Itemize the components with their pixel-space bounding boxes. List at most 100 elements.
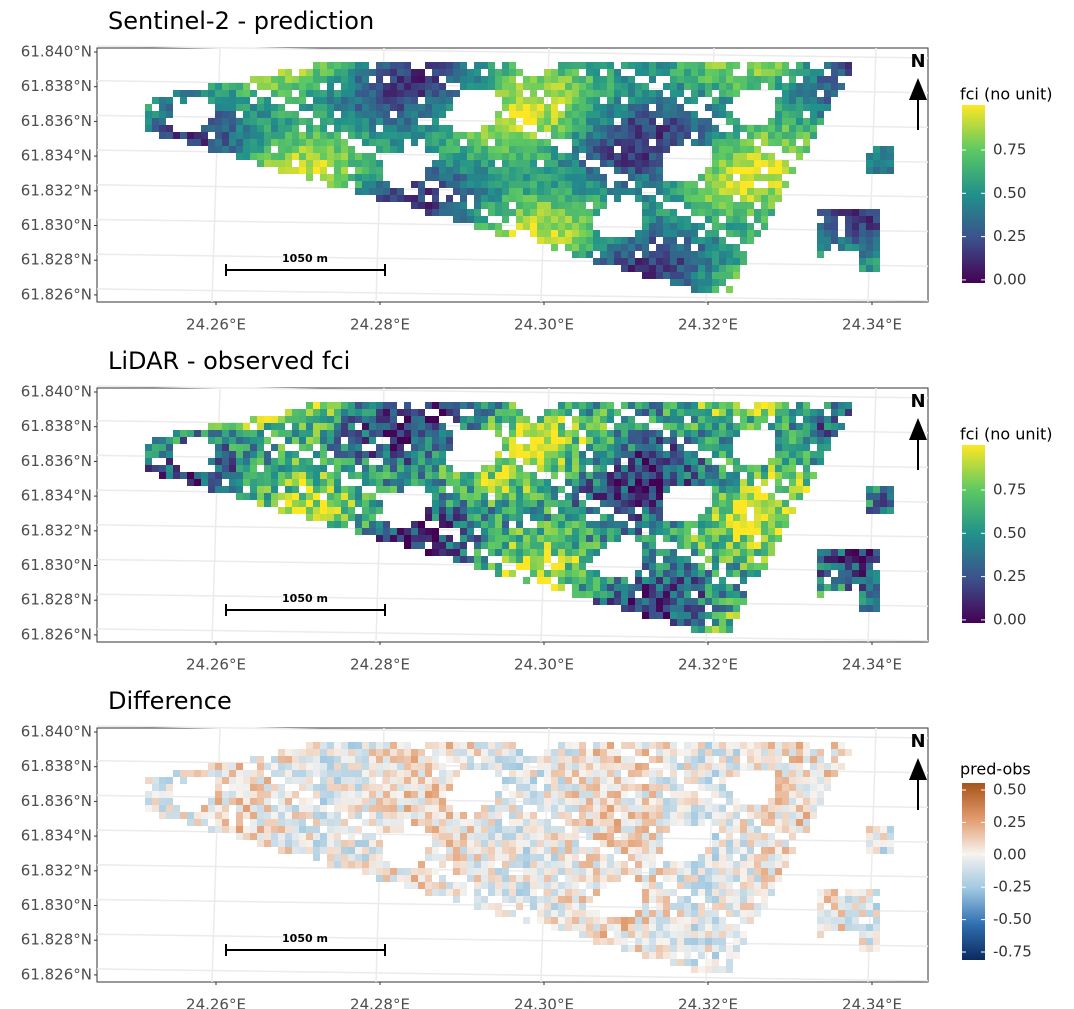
raster-cell <box>754 83 761 90</box>
raster-cell <box>726 160 733 167</box>
raster-cell <box>236 132 243 139</box>
raster-cell <box>313 840 320 847</box>
raster-cell <box>544 570 551 577</box>
raster-cell <box>523 167 530 174</box>
raster-cell <box>705 209 712 216</box>
raster-cell <box>551 181 558 188</box>
raster-cell <box>670 430 677 437</box>
raster-cell <box>817 784 824 791</box>
raster-cell <box>824 104 831 111</box>
raster-cell <box>698 861 705 868</box>
raster-cell <box>509 570 516 577</box>
raster-cell <box>481 83 488 90</box>
raster-cell <box>355 118 362 125</box>
raster-cell <box>726 258 733 265</box>
raster-cell <box>621 500 628 507</box>
raster-cell <box>502 409 509 416</box>
raster-cell <box>684 798 691 805</box>
raster-cell <box>460 521 467 528</box>
raster-cell <box>733 868 740 875</box>
raster-cell <box>355 777 362 784</box>
raster-cell <box>243 153 250 160</box>
raster-cell <box>733 118 740 125</box>
raster-cell <box>586 784 593 791</box>
raster-cell <box>558 90 565 97</box>
raster-cell <box>453 472 460 479</box>
raster-cell <box>390 402 397 409</box>
raster-cell <box>607 742 614 749</box>
raster-cell <box>446 749 453 756</box>
raster-cell <box>292 451 299 458</box>
raster-cell <box>726 763 733 770</box>
raster-cell <box>320 777 327 784</box>
raster-cell <box>726 479 733 486</box>
raster-cell <box>502 437 509 444</box>
raster-cell <box>369 812 376 819</box>
raster-cell <box>432 90 439 97</box>
raster-cell <box>663 812 670 819</box>
raster-cell <box>845 570 852 577</box>
raster-cell <box>663 188 670 195</box>
raster-cell <box>173 812 180 819</box>
raster-cell <box>726 500 733 507</box>
raster-cell <box>719 209 726 216</box>
raster-cell <box>712 868 719 875</box>
raster-cell <box>194 139 201 146</box>
raster-cell <box>558 416 565 423</box>
raster-cell <box>523 882 530 889</box>
raster-cell <box>593 430 600 437</box>
raster-cell <box>649 854 656 861</box>
raster-cell <box>537 76 544 83</box>
raster-cell <box>397 791 404 798</box>
raster-cell <box>383 535 390 542</box>
raster-cell <box>313 409 320 416</box>
raster-cell <box>320 514 327 521</box>
raster-cell <box>390 535 397 542</box>
raster-cell <box>278 458 285 465</box>
raster-cell <box>719 69 726 76</box>
raster-cell <box>299 479 306 486</box>
raster-cell <box>537 819 544 826</box>
raster-cell <box>705 598 712 605</box>
raster-cell <box>341 742 348 749</box>
raster-cell <box>376 451 383 458</box>
raster-cell <box>453 756 460 763</box>
raster-cell <box>558 826 565 833</box>
raster-cell <box>334 756 341 763</box>
raster-cell <box>509 542 516 549</box>
raster-cell <box>474 416 481 423</box>
raster-cell <box>495 542 502 549</box>
raster-cell <box>887 160 894 167</box>
raster-cell <box>691 230 698 237</box>
raster-cell <box>271 153 278 160</box>
raster-cell <box>649 493 656 500</box>
raster-cell <box>516 493 523 500</box>
raster-cell <box>572 542 579 549</box>
raster-cell <box>453 416 460 423</box>
raster-cell <box>383 195 390 202</box>
raster-cell <box>544 756 551 763</box>
raster-cell <box>845 402 852 409</box>
raster-cell <box>348 83 355 90</box>
raster-cell <box>250 146 257 153</box>
raster-cell <box>621 188 628 195</box>
raster-cell <box>663 272 670 279</box>
raster-cell <box>446 174 453 181</box>
raster-cell <box>747 819 754 826</box>
raster-cell <box>355 111 362 118</box>
raster-cell <box>537 798 544 805</box>
raster-cell <box>474 535 481 542</box>
raster-cell <box>628 847 635 854</box>
raster-cell <box>726 528 733 535</box>
raster-cell <box>628 139 635 146</box>
raster-cell <box>369 756 376 763</box>
raster-cell <box>642 507 649 514</box>
raster-cell <box>775 402 782 409</box>
raster-cell <box>817 563 824 570</box>
raster-cell <box>327 763 334 770</box>
raster-cell <box>516 861 523 868</box>
raster-cell <box>607 577 614 584</box>
raster-cell <box>684 521 691 528</box>
raster-cell <box>726 549 733 556</box>
raster-cell <box>257 111 264 118</box>
